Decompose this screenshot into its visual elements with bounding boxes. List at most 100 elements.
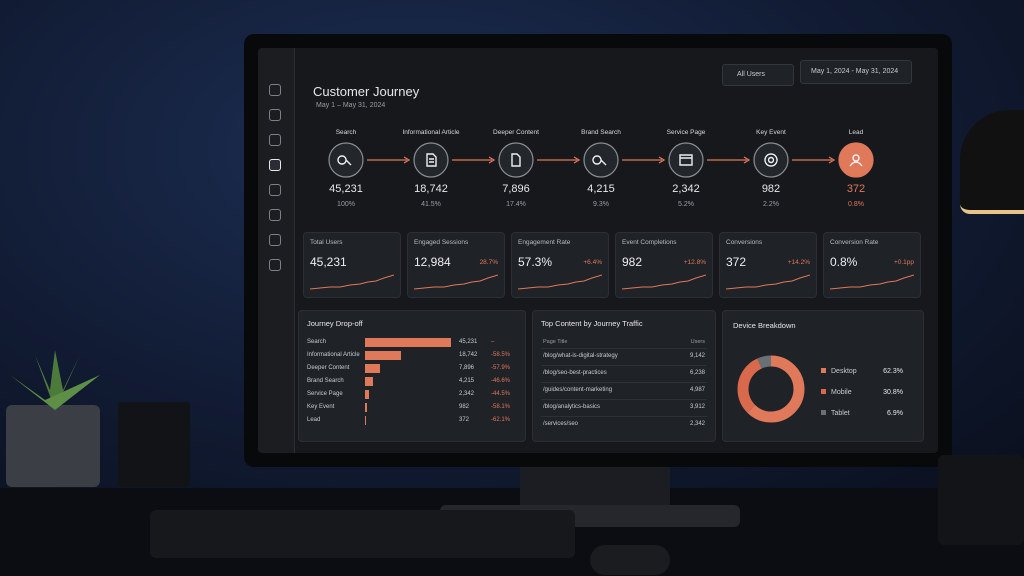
step-name: Brand Search [581,129,621,136]
mug [938,455,1024,545]
nav-icon[interactable] [269,84,281,96]
sparkline-path [726,274,810,290]
keyboard [150,510,575,558]
arrow-head [658,156,666,164]
step-count: 372 [847,183,865,195]
step-icon [764,153,778,167]
date-picker[interactable]: May 1, 2024 - May 31, 2024 [800,60,912,84]
segment-dropdown[interactable]: All Users [722,64,794,86]
legend-value: 6.9% [887,410,903,417]
donut-segment [737,355,805,423]
top-content-panel: Top Content by Journey Traffic Page Title… [532,310,716,442]
date-range: May 1 – May 31, 2024 [316,102,386,109]
row-divider [541,399,707,400]
kpi-value: 45,231 [310,255,347,269]
step-name: Key Event [756,129,786,136]
page-path: /guides/content-marketing [543,387,613,393]
sparkline-path [622,274,706,290]
panel-title: Journey Drop-off [307,319,363,328]
step-value: 45,231 [459,339,478,345]
step-icon [679,154,693,166]
lamp-shade [960,110,1024,214]
nav-icon[interactable] [269,259,281,271]
legend-label: Tablet [831,410,850,417]
dropoff-panel: Journey Drop-off Search 45,231 – Information… [298,310,526,442]
step-name: Service Page [667,129,706,136]
kpi-label: Conversion Rate [830,239,879,246]
arrow-head [488,156,496,164]
page-users: 6,238 [689,370,705,376]
dropoff-bar [365,390,370,399]
legend-swatch [821,389,826,394]
step-label: Brand Search [307,378,344,384]
kpi-card: Conversions 372 +14.2% [719,232,817,298]
page-users: 9,142 [689,353,705,359]
cup [118,402,190,487]
arrow-head [573,156,581,164]
kpi-card: Engaged Sessions 12,984 28.7% [407,232,505,298]
monitor-neck [520,460,670,510]
step-label: Search [307,339,327,345]
step-label: Lead [307,417,321,423]
kpi-change: +14.2% [787,259,810,266]
step-value: 372 [459,417,470,423]
step-node [498,142,534,178]
kpi-card: Conversion Rate 0.8% +0.1pp [823,232,921,298]
page-path: /blog/what-is-digital-strategy [543,353,618,359]
kpi-change: +6.4% [583,259,602,266]
arrow-head [743,156,751,164]
step-value: 18,742 [459,352,478,358]
page-users: 3,912 [689,404,705,410]
step-value: 2,342 [459,391,475,397]
step-change: -58.1% [491,404,511,410]
step-name: Deeper Content [493,129,539,136]
page-path: /blog/seo-best-practices [543,370,607,376]
legend-swatch [821,410,826,415]
sparkline [622,274,706,290]
legend-value: 30.8% [883,389,903,396]
nav-icon[interactable] [269,234,281,246]
step-name: Search [336,129,357,136]
page-users: 2,342 [689,421,705,427]
step-change: – [491,339,495,345]
kpi-change: 28.7% [479,259,498,266]
step-count: 18,742 [414,183,448,195]
sparkline-path [414,274,498,290]
step-label: Informational Article [307,352,360,358]
nav-icon[interactable] [269,184,281,196]
kpi-value: 982 [622,255,643,269]
nav-icon[interactable] [269,159,281,171]
step-icon [426,153,437,167]
legend-label: Desktop [831,368,857,375]
plant-pot [6,405,100,487]
sparkline-path [310,274,394,290]
step-node [413,142,449,178]
step-count: 7,896 [502,183,530,195]
kpi-value: 0.8% [830,255,858,269]
row-divider [541,416,707,417]
dropoff-bar [365,351,401,360]
nav-icon[interactable] [269,209,281,221]
page-path: /services/seo [543,421,579,427]
step-icon [511,153,521,167]
page-path: /blog/analytics-basics [543,404,601,410]
dropoff-bar [365,416,366,425]
row-divider [541,382,707,383]
kpi-label: Event Completions [622,239,677,246]
step-node [753,142,789,178]
step-share: 5.2% [678,201,694,208]
step-name: Informational Article [402,129,459,136]
step-count: 982 [762,183,780,195]
nav-icon[interactable] [269,134,281,146]
panel-title: Device Breakdown [733,321,796,330]
nav-icon[interactable] [269,109,281,121]
step-icon [849,154,863,167]
sparkline-path [518,274,602,290]
step-node [668,142,704,178]
row-divider [541,365,707,366]
sparkline [518,274,602,290]
step-change: -44.5% [491,391,511,397]
step-label: Deeper Content [307,365,350,371]
step-share: 0.8% [848,201,864,208]
page-users: 4,987 [689,387,705,393]
